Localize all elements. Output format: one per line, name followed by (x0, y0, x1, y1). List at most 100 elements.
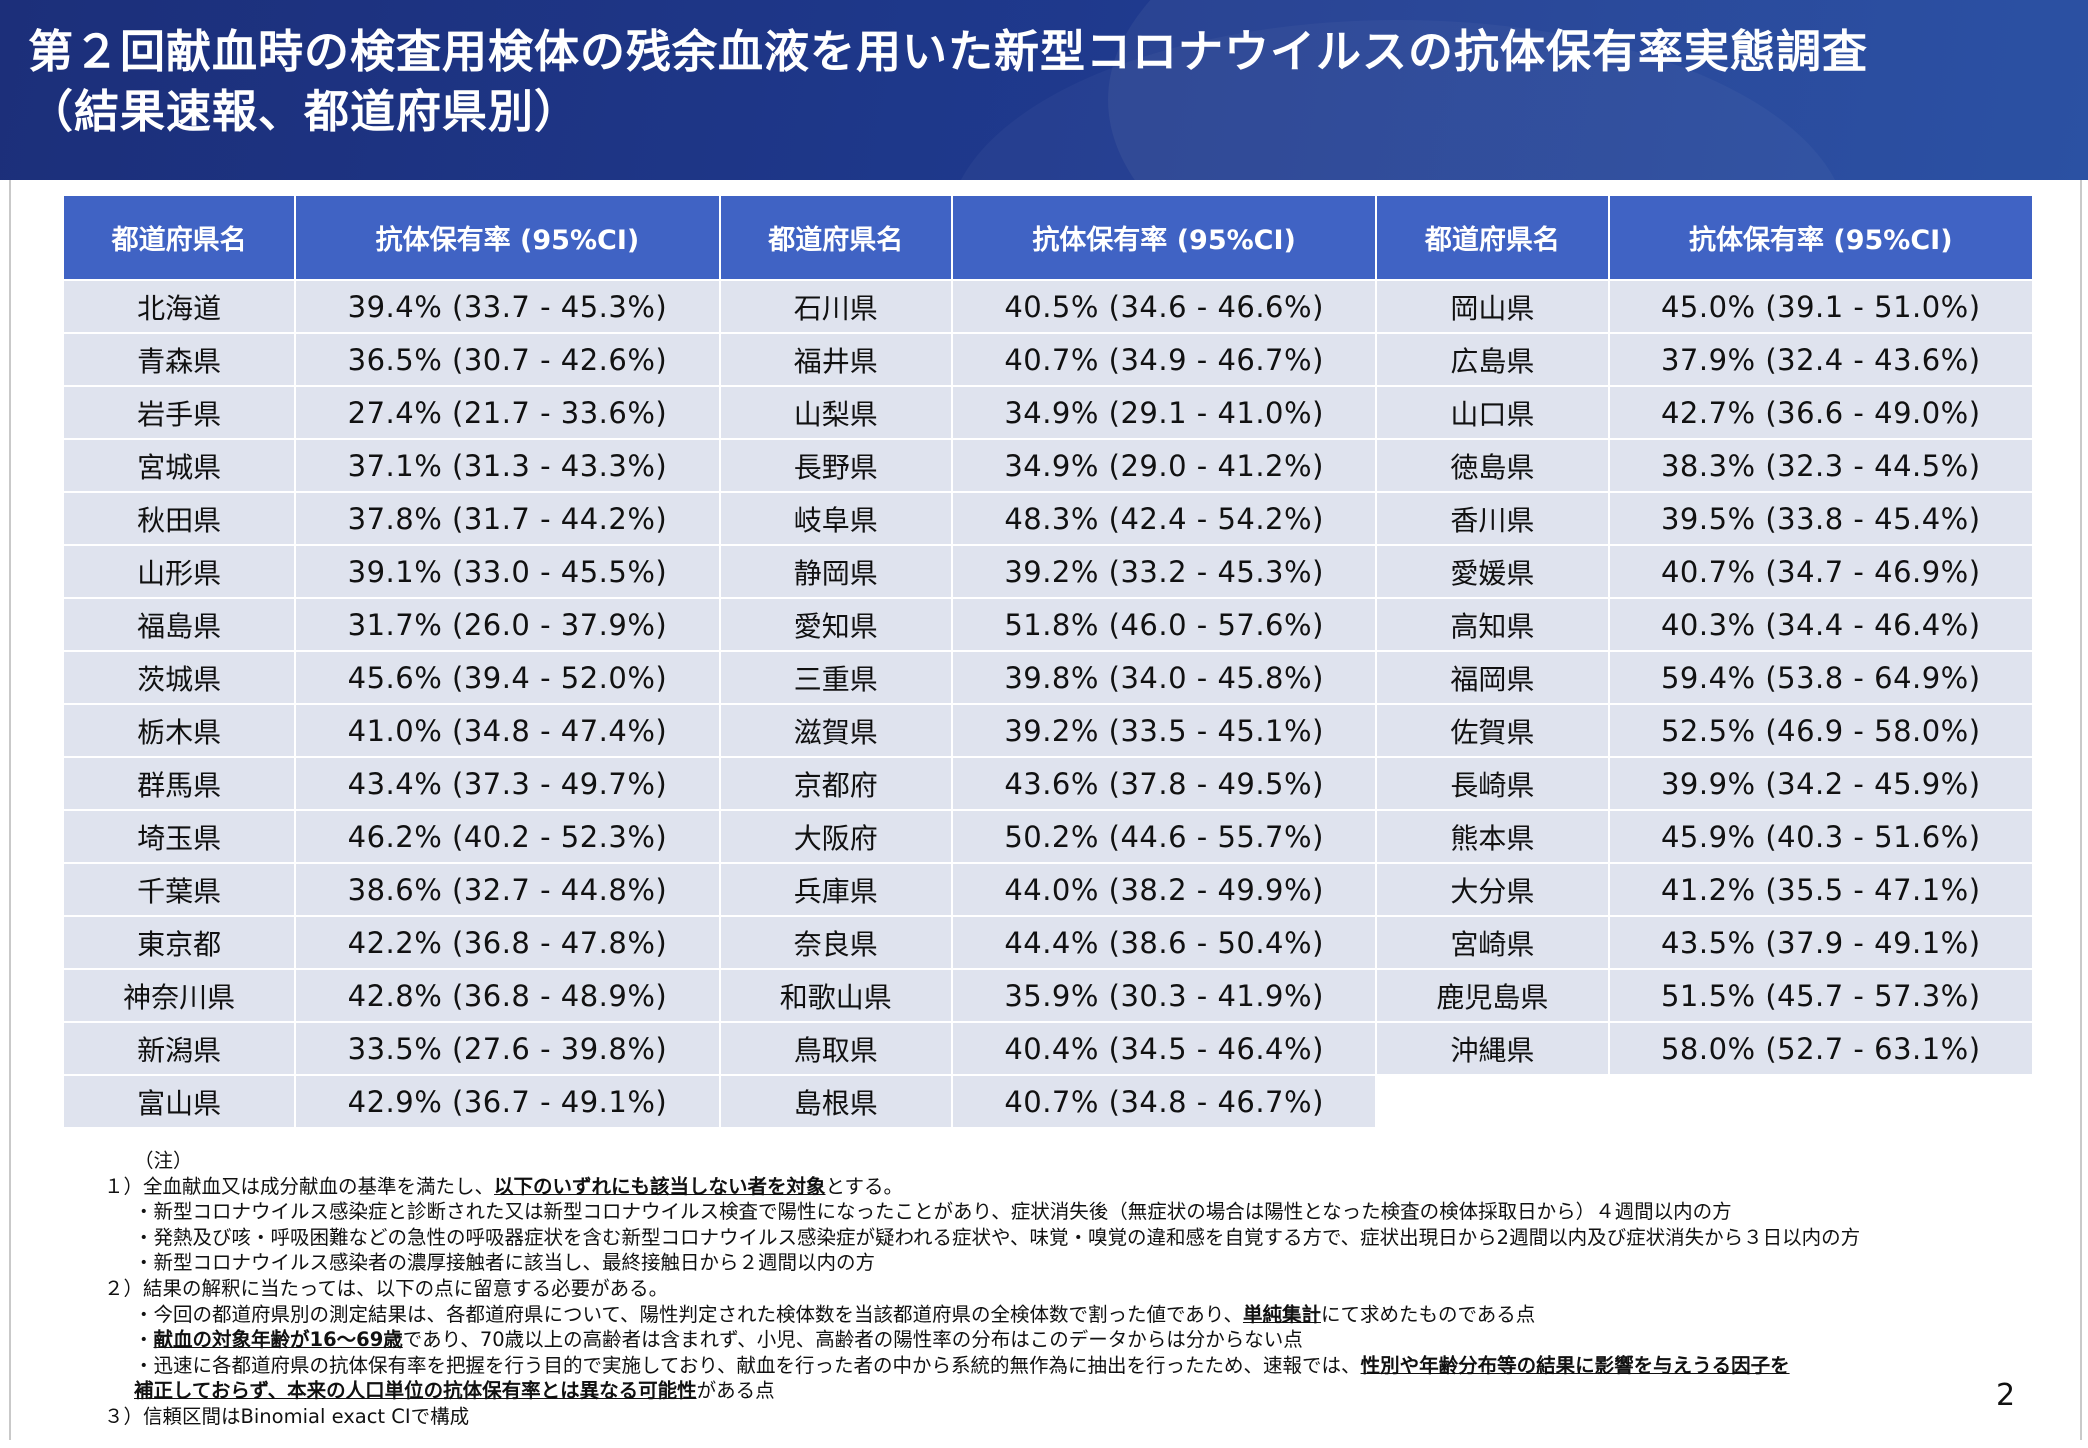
table-row: 神奈川県 42.8% (36.8 - 48.9%) 和歌山県 35.9% (30.3 … (64, 970, 2032, 1021)
antibody-rate: 42.7% (36.6 - 49.0%) (1609, 387, 2032, 438)
antibody-rate: 52.5% (46.9 - 58.0%) (1609, 705, 2032, 756)
antibody-rate: 46.2% (40.2 - 52.3%) (296, 811, 719, 862)
prefecture-name: 東京都 (64, 917, 295, 968)
note-1: １）全血献血又は成分献血の基準を満たし、以下のいずれにも該当しない者を対象とする… (86, 1174, 2026, 1200)
note-1-bullet-2: ・発熱及び咳・呼吸困難などの急性の呼吸器症状を含む新型コロナウイルス感染症が疑わ… (134, 1225, 1861, 1249)
prefecture-name: 宮崎県 (1377, 917, 1608, 968)
table-row: 東京都 42.2% (36.8 - 47.8%) 奈良県 44.4% (38.6 - … (64, 917, 2032, 968)
antibody-rate: 38.6% (32.7 - 44.8%) (296, 864, 719, 915)
empty-cell (1377, 1076, 1608, 1127)
prefecture-name: 山梨県 (720, 387, 951, 438)
antibody-rate: 45.6% (39.4 - 52.0%) (296, 652, 719, 703)
title-banner: 第２回献血時の検査用検体の残余血液を用いた新型コロナウイルスの抗体保有率実態調査… (0, 0, 2088, 180)
prefecture-name: 茨城県 (64, 652, 295, 703)
header-prefecture-3: 都道府県名 (1377, 196, 1608, 279)
prefecture-name: 神奈川県 (64, 970, 295, 1021)
table-row: 青森県 36.5% (30.7 - 42.6%) 福井県 40.7% (34.9 - … (64, 334, 2032, 385)
note-2-bullet-1: ・今回の都道府県別の測定結果は、各都道府県について、陽性判定された検体数を当該都… (86, 1302, 2026, 1328)
antibody-rate: 39.4% (33.7 - 45.3%) (296, 281, 719, 332)
prefecture-name: 新潟県 (64, 1023, 295, 1074)
title-line-1: 第２回献血時の検査用検体の残余血液を用いた新型コロナウイルスの抗体保有率実態調査 (28, 25, 1869, 78)
antibody-rate: 43.6% (37.8 - 49.5%) (952, 758, 1376, 809)
left-divider (9, 180, 11, 1440)
antibody-rate: 58.0% (52.7 - 63.1%) (1609, 1023, 2032, 1074)
prefecture-name: 島根県 (720, 1076, 951, 1127)
note-2-bullet-1-tail: にて求めたものである点 (1320, 1302, 1536, 1326)
antibody-rate: 39.2% (33.5 - 45.1%) (952, 705, 1376, 756)
antibody-rate: 38.3% (32.3 - 44.5%) (1609, 440, 2032, 491)
table-row: 北海道 39.4% (33.7 - 45.3%) 石川県 40.5% (34.6 - … (64, 281, 2032, 332)
antibody-rate: 41.0% (34.8 - 47.4%) (296, 705, 719, 756)
antibody-rate: 48.3% (42.4 - 54.2%) (952, 493, 1376, 544)
antibody-rate: 31.7% (26.0 - 37.9%) (296, 599, 719, 650)
prefecture-name: 和歌山県 (720, 970, 951, 1021)
table-body: 北海道 39.4% (33.7 - 45.3%) 石川県 40.5% (34.6 - … (64, 281, 2032, 1127)
prefecture-name: 北海道 (64, 281, 295, 332)
table-row: 栃木県 41.0% (34.8 - 47.4%) 滋賀県 39.2% (33.5 - … (64, 705, 2032, 756)
prefecture-name: 香川県 (1377, 493, 1608, 544)
note-1-emphasis: 以下のいずれにも該当しない者を対象 (494, 1174, 826, 1198)
antibody-rate: 39.2% (33.2 - 45.3%) (952, 546, 1376, 597)
antibody-rate: 42.8% (36.8 - 48.9%) (296, 970, 719, 1021)
antibody-rate: 51.8% (46.0 - 57.6%) (952, 599, 1376, 650)
prefecture-name: 富山県 (64, 1076, 295, 1127)
header-prefecture-1: 都道府県名 (64, 196, 295, 279)
antibody-rate: 44.4% (38.6 - 50.4%) (952, 917, 1376, 968)
prefecture-name: 大阪府 (720, 811, 951, 862)
table-row: 秋田県 37.8% (31.7 - 44.2%) 岐阜県 48.3% (42.4 - … (64, 493, 2032, 544)
prefecture-name: 愛知県 (720, 599, 951, 650)
empty-cell (1609, 1076, 2032, 1127)
notes-heading: （注） (134, 1149, 193, 1172)
prefecture-name: 静岡県 (720, 546, 951, 597)
table-row: 富山県 42.9% (36.7 - 49.1%) 島根県 40.7% (34.8 - … (64, 1076, 2032, 1127)
note-1-tail: とする。 (825, 1174, 903, 1198)
title-line-2: （結果速報、都道府県別） (28, 85, 581, 138)
notes-section: （注） １）全血献血又は成分献血の基準を満たし、以下のいずれにも該当しない者を対… (86, 1148, 2026, 1430)
header-prefecture-2: 都道府県名 (720, 196, 951, 279)
table-row: 宮城県 37.1% (31.3 - 43.3%) 長野県 34.9% (29.0 - … (64, 440, 2032, 491)
right-divider (2080, 180, 2082, 1440)
antibody-rate: 34.9% (29.1 - 41.0%) (952, 387, 1376, 438)
antibody-rate: 44.0% (38.2 - 49.9%) (952, 864, 1376, 915)
table-header-row: 都道府県名 抗体保有率 (95%CI) 都道府県名 抗体保有率 (95%CI) … (64, 196, 2032, 279)
note-2-bullet-1-text: ・今回の都道府県別の測定結果は、各都道府県について、陽性判定された検体数を当該都… (134, 1302, 1243, 1326)
antibody-rate: 40.4% (34.5 - 46.4%) (952, 1023, 1376, 1074)
antibody-rate: 59.4% (53.8 - 64.9%) (1609, 652, 2032, 703)
prefecture-name: 山形県 (64, 546, 295, 597)
prefecture-name: 愛媛県 (1377, 546, 1608, 597)
note-2-bullet-3-emphasis-2: 補正しておらず、本来の人口単位の抗体保有率とは異なる可能性 (134, 1379, 697, 1403)
page-title: 第２回献血時の検査用検体の残余血液を用いた新型コロナウイルスの抗体保有率実態調査… (28, 22, 1868, 142)
prefecture-name: 青森県 (64, 334, 295, 385)
page-number: 2 (1996, 1378, 2016, 1413)
antibody-rate: 37.8% (31.7 - 44.2%) (296, 493, 719, 544)
antibody-rate: 39.9% (34.2 - 45.9%) (1609, 758, 2032, 809)
header-rate-3: 抗体保有率 (95%CI) (1609, 196, 2032, 279)
note-2-bullet-2-tail: であり、70歳以上の高齢者は含まれず、小児、高齢者の陽性率の分布はこのデータから… (402, 1328, 1303, 1352)
prefecture-name: 千葉県 (64, 864, 295, 915)
prefecture-name: 群馬県 (64, 758, 295, 809)
table-row: 山形県 39.1% (33.0 - 45.5%) 静岡県 39.2% (33.2 - … (64, 546, 2032, 597)
prefecture-name: 広島県 (1377, 334, 1608, 385)
note-2-bullet-3-text: ・迅速に各都道府県の抗体保有率を把握を行う目的で実施しており、献血を行った者の中… (134, 1353, 1361, 1377)
antibody-rate: 39.1% (33.0 - 45.5%) (296, 546, 719, 597)
note-1-bullet-3: ・新型コロナウイルス感染者の濃厚接触者に該当し、最終接触日から２週間以内の方 (134, 1251, 876, 1275)
antibody-rate: 43.5% (37.9 - 49.1%) (1609, 917, 2032, 968)
prefecture-name: 岡山県 (1377, 281, 1608, 332)
header-rate-2: 抗体保有率 (95%CI) (952, 196, 1376, 279)
antibody-rate: 42.9% (36.7 - 49.1%) (296, 1076, 719, 1127)
antibody-rate: 40.3% (34.4 - 46.4%) (1609, 599, 2032, 650)
prefecture-name: 鳥取県 (720, 1023, 951, 1074)
table-row: 福島県 31.7% (26.0 - 37.9%) 愛知県 51.8% (46.0 - … (64, 599, 2032, 650)
table-row: 千葉県 38.6% (32.7 - 44.8%) 兵庫県 44.0% (38.2 - … (64, 864, 2032, 915)
antibody-rate: 40.7% (34.9 - 46.7%) (952, 334, 1376, 385)
prefecture-name: 栃木県 (64, 705, 295, 756)
table-row: 新潟県 33.5% (27.6 - 39.8%) 鳥取県 40.4% (34.5 - … (64, 1023, 2032, 1074)
prefecture-name: 山口県 (1377, 387, 1608, 438)
table-row: 茨城県 45.6% (39.4 - 52.0%) 三重県 39.8% (34.0 - … (64, 652, 2032, 703)
note-2-bullet-3-continued: 補正しておらず、本来の人口単位の抗体保有率とは異なる可能性がある点 (86, 1378, 2026, 1404)
note-2-bullet-3: ・迅速に各都道府県の抗体保有率を把握を行う目的で実施しており、献血を行った者の中… (86, 1353, 2026, 1379)
prefecture-name: 福岡県 (1377, 652, 1608, 703)
note-2: ２）結果の解釈に当たっては、以下の点に留意する必要がある。 (104, 1276, 669, 1300)
prefecture-name: 宮城県 (64, 440, 295, 491)
antibody-rate: 34.9% (29.0 - 41.2%) (952, 440, 1376, 491)
